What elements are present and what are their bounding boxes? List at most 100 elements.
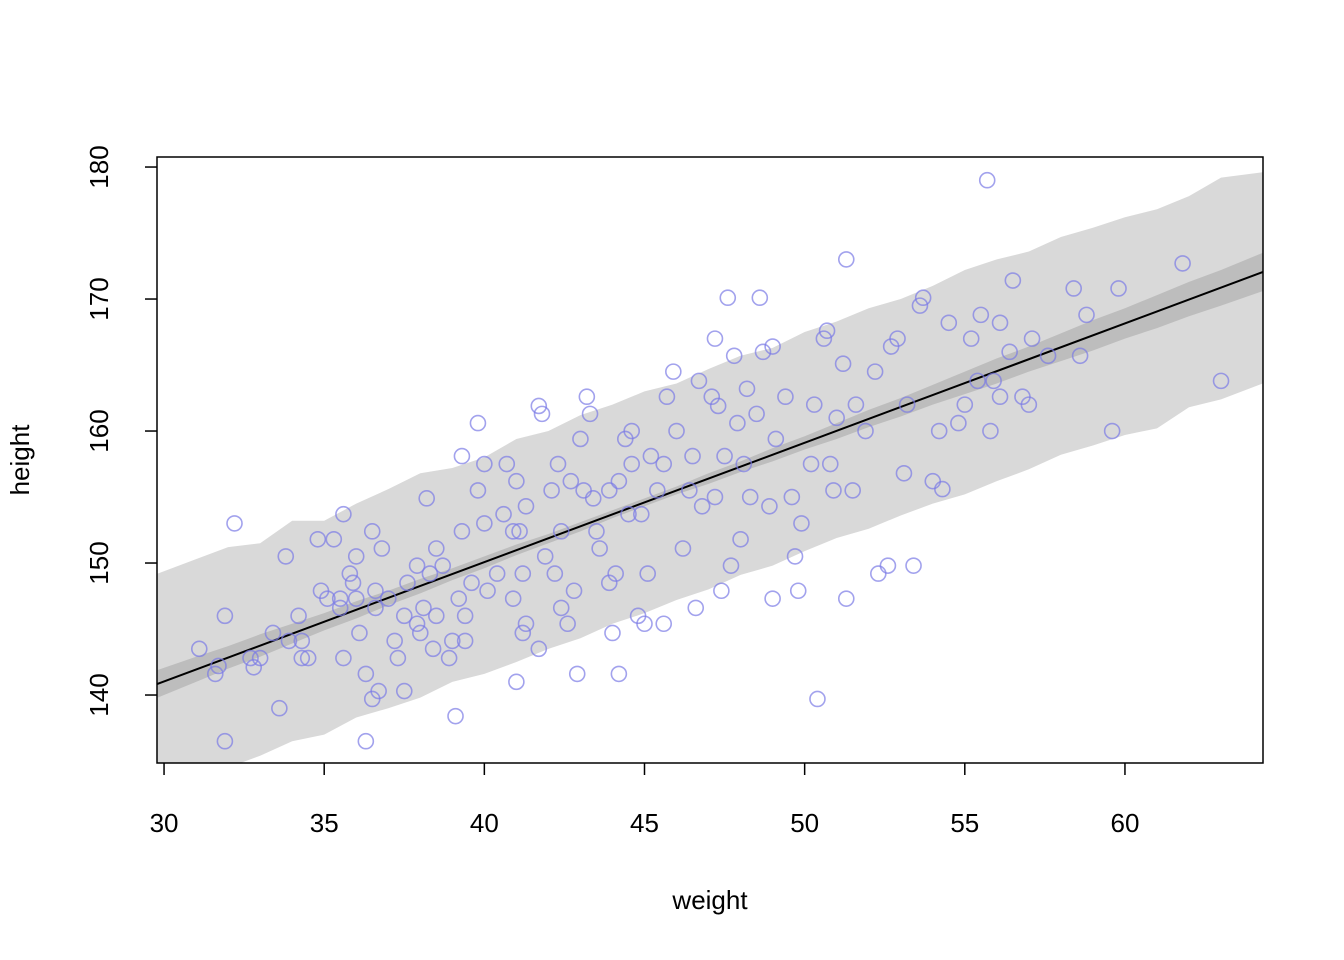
- data-point: [428, 607, 445, 625]
- data-point: [866, 363, 884, 380]
- data-point: [767, 430, 785, 448]
- data-point: [761, 497, 778, 515]
- data-point: [245, 659, 263, 676]
- data-point: [703, 388, 721, 406]
- data-point: [533, 405, 551, 423]
- data-point: [825, 482, 842, 499]
- y-axis-label: height: [5, 424, 35, 496]
- data-point: [719, 289, 737, 307]
- data-point: [658, 388, 676, 406]
- data-point: [828, 409, 845, 427]
- data-point: [325, 530, 343, 548]
- data-point: [530, 397, 548, 415]
- data-point: [991, 314, 1009, 332]
- data-point: [1004, 272, 1022, 289]
- x-axis-label: weight: [671, 885, 748, 915]
- data-point: [815, 330, 833, 347]
- data-point: [546, 565, 564, 582]
- data-point: [591, 540, 608, 557]
- data-point: [709, 397, 727, 415]
- data-point: [210, 657, 227, 675]
- data-point: [668, 422, 685, 440]
- x-tick-label: 45: [630, 808, 659, 838]
- data-point: [495, 505, 512, 523]
- data-point: [969, 372, 986, 390]
- data-point: [940, 314, 958, 332]
- data-point: [373, 540, 391, 557]
- data-point: [367, 599, 384, 617]
- data-point: [636, 615, 653, 633]
- data-point: [511, 523, 528, 540]
- data-point: [837, 251, 855, 268]
- data-point: [1020, 396, 1038, 413]
- data-point: [805, 396, 823, 413]
- data-point: [331, 599, 349, 617]
- data-point: [655, 455, 673, 473]
- data-point: [415, 599, 432, 617]
- data-point: [367, 582, 384, 600]
- data-point: [469, 414, 487, 432]
- data-point: [777, 388, 794, 406]
- data-point: [559, 615, 576, 633]
- data-point: [684, 447, 701, 465]
- data-point: [991, 388, 1009, 406]
- data-point: [623, 455, 640, 473]
- data-point: [623, 422, 640, 440]
- data-point: [226, 515, 243, 532]
- data-point: [456, 632, 474, 650]
- data-point: [469, 482, 487, 499]
- data-point: [504, 523, 522, 540]
- data-point: [530, 640, 548, 658]
- y-tick-label: 140: [84, 673, 114, 716]
- data-point: [706, 488, 724, 506]
- data-point: [293, 649, 311, 667]
- interval-band: [157, 252, 1263, 698]
- data-point: [735, 455, 753, 473]
- data-point: [930, 422, 948, 440]
- data-point: [681, 482, 698, 499]
- data-point: [290, 607, 307, 625]
- data-point: [600, 482, 618, 499]
- data-point: [1023, 330, 1041, 347]
- y-tick-label: 170: [84, 277, 114, 320]
- data-point: [1103, 422, 1121, 440]
- data-point: [552, 523, 570, 540]
- data-point: [395, 607, 413, 625]
- data-point: [821, 455, 839, 473]
- data-point: [514, 565, 532, 582]
- y-tick-label: 160: [84, 409, 114, 452]
- data-point: [783, 488, 801, 506]
- data-point: [604, 624, 621, 642]
- data-point: [453, 447, 471, 465]
- data-point: [578, 388, 596, 406]
- data-point: [488, 565, 506, 582]
- data-point: [456, 607, 474, 625]
- data-point: [905, 557, 922, 574]
- data-point: [1174, 255, 1191, 272]
- data-point: [264, 624, 282, 642]
- data-point: [748, 405, 765, 423]
- data-point: [347, 548, 365, 565]
- x-tick-label: 35: [310, 808, 339, 838]
- data-point: [985, 372, 1002, 390]
- data-point: [562, 472, 580, 490]
- data-point: [399, 574, 416, 592]
- data-point: [572, 430, 589, 448]
- data-point: [741, 488, 759, 506]
- data-point: [889, 330, 906, 347]
- data-point: [950, 414, 967, 432]
- data-point: [847, 396, 865, 413]
- data-point: [972, 306, 990, 324]
- data-point: [444, 632, 461, 650]
- data-point: [764, 590, 781, 607]
- data-point: [722, 557, 740, 574]
- data-point: [870, 565, 887, 582]
- data-point: [479, 582, 496, 600]
- data-point: [335, 649, 352, 667]
- data-point: [447, 707, 464, 725]
- data-point: [543, 482, 560, 499]
- data-point: [764, 338, 781, 355]
- data-point: [389, 649, 407, 667]
- data-point: [251, 649, 269, 667]
